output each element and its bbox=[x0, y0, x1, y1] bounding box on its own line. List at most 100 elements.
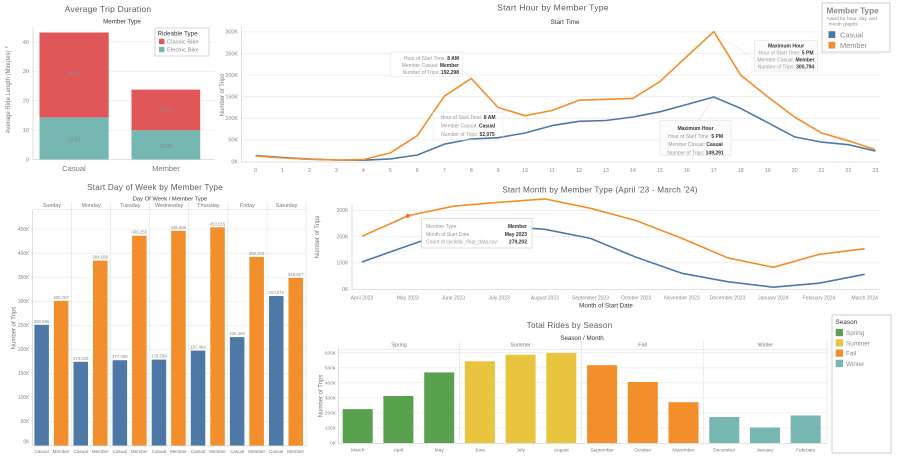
svg-text:Electric Bike: Electric Bike bbox=[167, 48, 199, 54]
svg-text:Spring: Spring bbox=[391, 343, 407, 349]
svg-text:Month of Start Date: Month of Start Date bbox=[426, 232, 470, 238]
svg-text:May 2023: May 2023 bbox=[397, 296, 419, 302]
svg-text:Member Type: Member Type bbox=[103, 19, 141, 26]
svg-text:Member: Member bbox=[508, 224, 527, 230]
svg-text:Hour of Start Time: 5 PM: Hour of Start Time: 5 PM bbox=[758, 51, 813, 57]
svg-text:0: 0 bbox=[26, 157, 29, 163]
svg-text:Number of Trips: Number of Trips bbox=[12, 307, 18, 350]
svg-text:Spring: Spring bbox=[846, 330, 865, 337]
svg-text:Start Day of Week by Member Ty: Start Day of Week by Member Type bbox=[87, 183, 223, 192]
svg-text:300K: 300K bbox=[18, 299, 30, 305]
svg-text:month graphs: month graphs bbox=[829, 22, 859, 28]
svg-text:Hour of Start Time: 8 AM: Hour of Start Time: 8 AM bbox=[404, 56, 459, 62]
svg-text:Maximum Hour: Maximum Hour bbox=[677, 126, 713, 132]
svg-text:January 2024: January 2024 bbox=[758, 296, 789, 302]
svg-text:50K: 50K bbox=[21, 419, 31, 425]
svg-text:7: 7 bbox=[443, 168, 446, 174]
svg-text:Summer: Summer bbox=[846, 340, 870, 347]
svg-text:Member Type: Member Type bbox=[827, 7, 880, 16]
svg-text:December 2023: December 2023 bbox=[710, 296, 746, 302]
svg-text:November 2023: November 2023 bbox=[664, 296, 700, 302]
svg-text:Member: Member bbox=[209, 449, 226, 454]
svg-text:Casual: Casual bbox=[230, 449, 244, 454]
svg-text:150K: 150K bbox=[18, 371, 30, 377]
svg-text:May: May bbox=[435, 448, 445, 454]
svg-text:August 2023: August 2023 bbox=[531, 296, 559, 302]
svg-text:Member: Member bbox=[53, 449, 70, 454]
svg-text:Casual: Casual bbox=[74, 449, 88, 454]
svg-text:Friday: Friday bbox=[240, 203, 255, 209]
svg-text:Member: Member bbox=[248, 449, 265, 454]
svg-text:0K: 0K bbox=[231, 159, 238, 165]
svg-text:December: December bbox=[713, 448, 736, 454]
svg-text:May 2023: May 2023 bbox=[505, 232, 527, 238]
svg-text:Hour of Start Time: 8 AM: Hour of Start Time: 8 AM bbox=[440, 115, 495, 121]
svg-text:Member Type: Member Type bbox=[426, 224, 457, 230]
svg-text:8: 8 bbox=[470, 168, 473, 174]
svg-text:100K: 100K bbox=[18, 395, 30, 401]
svg-text:Casual: Casual bbox=[269, 449, 283, 454]
svg-text:28.26: 28.26 bbox=[68, 72, 81, 78]
svg-text:Saturday: Saturday bbox=[276, 203, 298, 209]
svg-text:Casual: Casual bbox=[152, 449, 166, 454]
svg-text:Fall: Fall bbox=[638, 343, 647, 349]
svg-text:446,596: 446,596 bbox=[171, 225, 187, 230]
svg-text:16: 16 bbox=[684, 168, 690, 174]
svg-text:300,787: 300,787 bbox=[53, 295, 69, 300]
svg-text:Sunday: Sunday bbox=[43, 203, 62, 209]
svg-text:Casual: Casual bbox=[113, 449, 127, 454]
svg-text:Number of Trips: 192,298: Number of Trips: 192,298 bbox=[403, 70, 460, 76]
svg-text:13.35: 13.35 bbox=[160, 108, 173, 114]
svg-text:October: October bbox=[634, 448, 651, 454]
svg-text:2: 2 bbox=[308, 168, 311, 174]
svg-text:500K: 500K bbox=[325, 365, 337, 371]
svg-text:310,872: 310,872 bbox=[268, 290, 284, 295]
svg-text:Member Casual: Member: Member Casual: Member bbox=[757, 58, 814, 64]
svg-text:Number of Trips: Number of Trips bbox=[315, 216, 321, 259]
svg-text:Start Hour by Member Type: Start Hour by Member Type bbox=[497, 3, 609, 13]
svg-text:392,323: 392,323 bbox=[249, 251, 265, 256]
svg-text:0: 0 bbox=[254, 168, 257, 174]
svg-text:279,202: 279,202 bbox=[509, 239, 527, 245]
svg-text:10: 10 bbox=[23, 128, 29, 134]
svg-text:Number of Trips: Number of Trips bbox=[319, 375, 325, 418]
svg-text:September 2023: September 2023 bbox=[572, 296, 609, 302]
svg-text:9: 9 bbox=[497, 168, 500, 174]
svg-text:Member Casual: Casual: Member Casual: Casual bbox=[441, 124, 496, 130]
svg-text:12: 12 bbox=[576, 168, 582, 174]
svg-text:10: 10 bbox=[522, 168, 528, 174]
svg-text:0K: 0K bbox=[330, 441, 337, 447]
svg-text:Classic Bike: Classic Bike bbox=[167, 40, 199, 46]
svg-text:15: 15 bbox=[657, 168, 663, 174]
svg-text:Start Time: Start Time bbox=[550, 19, 580, 26]
svg-text:250K: 250K bbox=[18, 323, 30, 329]
svg-text:400K: 400K bbox=[18, 251, 30, 257]
svg-text:200K: 200K bbox=[18, 347, 30, 353]
svg-text:September: September bbox=[590, 448, 614, 454]
svg-text:50K: 50K bbox=[228, 138, 238, 144]
svg-text:Average Ride Length (Minutes): Average Ride Length (Minutes) bbox=[6, 51, 12, 134]
svg-text:600K: 600K bbox=[325, 350, 337, 356]
svg-text:200K: 200K bbox=[336, 234, 349, 240]
svg-text:Member: Member bbox=[92, 449, 109, 454]
svg-text:348,607: 348,607 bbox=[288, 272, 304, 277]
svg-text:3: 3 bbox=[335, 168, 338, 174]
svg-text:Winter: Winter bbox=[758, 343, 774, 349]
svg-text:August: August bbox=[554, 448, 570, 454]
svg-text:225,366: 225,366 bbox=[229, 331, 245, 336]
svg-text:Member: Member bbox=[170, 449, 187, 454]
svg-text:21: 21 bbox=[819, 168, 825, 174]
svg-text:436,255: 436,255 bbox=[132, 230, 148, 235]
svg-text:4: 4 bbox=[362, 168, 365, 174]
svg-text:1: 1 bbox=[281, 168, 284, 174]
svg-text:Member: Member bbox=[152, 164, 180, 173]
svg-text:February: February bbox=[796, 448, 816, 454]
svg-text:100K: 100K bbox=[225, 116, 238, 122]
svg-text:Winter: Winter bbox=[846, 361, 864, 368]
svg-text:November: November bbox=[672, 448, 695, 454]
svg-text:Start Month by Member Type (Ap: Start Month by Member Type (April '23 - … bbox=[502, 186, 698, 195]
svg-text:0K: 0K bbox=[342, 287, 349, 293]
svg-text:Thursday: Thursday bbox=[197, 203, 220, 209]
svg-text:300K: 300K bbox=[325, 396, 337, 402]
svg-text:January: January bbox=[756, 448, 774, 454]
